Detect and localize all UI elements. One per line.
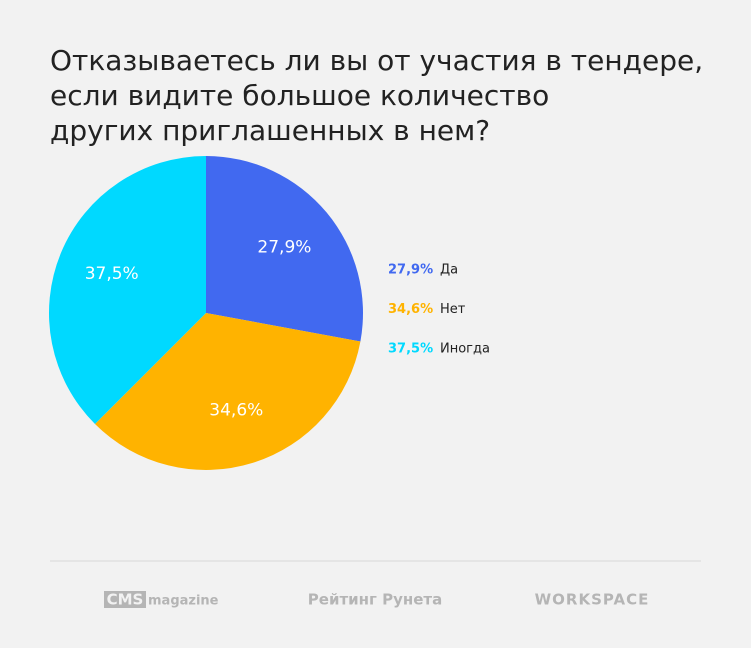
cms-logo-suffix: magazine	[148, 594, 219, 609]
pie-slice	[48, 156, 206, 425]
legend-value: 37,5%	[388, 342, 433, 357]
rating-logo: Рейтинг Рунета	[308, 591, 442, 609]
chart-title: если видите большое количество	[50, 79, 549, 112]
cms-logo-box	[104, 591, 146, 608]
cms-logo: CMS	[107, 591, 144, 609]
legend-label: Иногда	[440, 342, 490, 357]
chart-title: других приглашенных в нем?	[50, 114, 490, 147]
legend-value: 27,9%	[388, 263, 433, 278]
slice-label: 37,5%	[85, 264, 139, 284]
legend-label: Да	[440, 263, 458, 278]
workspace-logo: WORKSPACE	[535, 591, 650, 609]
pie-slice	[206, 156, 363, 342]
chart-title: Отказываетесь ли вы от участия в тендере…	[50, 44, 703, 77]
slice-label: 34,6%	[209, 400, 263, 420]
slice-label: 27,9%	[257, 238, 311, 258]
legend-value: 34,6%	[388, 302, 433, 317]
legend-label: Нет	[440, 302, 466, 317]
pie-slice	[94, 313, 361, 471]
